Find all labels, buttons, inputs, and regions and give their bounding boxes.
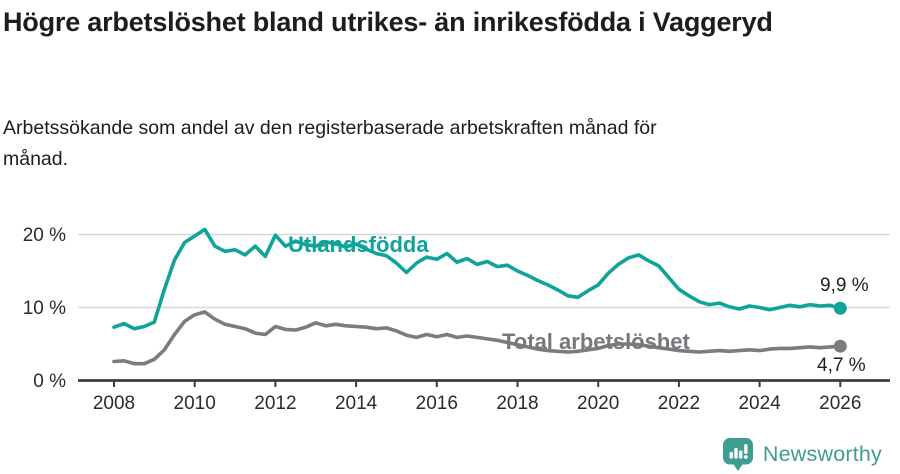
y-tick-label: 20 % [23,225,66,246]
series-label-total-arbetsloshet: Total arbetslöshet [502,329,690,354]
x-tick-label: 2010 [174,393,216,414]
y-tick-label: 10 % [23,298,66,319]
y-tick-label: 0 % [33,371,66,392]
chart-subtitle: Arbetssökande som andel av den registerb… [3,117,657,170]
x-tick-label: 2024 [738,393,781,414]
series-end-dot [833,339,847,353]
series-line-total-arbetsl-shet [112,310,843,366]
x-tick-label: 2008 [93,393,135,414]
end-value-label-utlandsfodda: 9,9 % [820,275,869,296]
series-line-utlandsf-dda [112,227,843,331]
x-tick-label: 2026 [819,393,861,414]
series-end-dot [833,301,847,315]
x-tick-label: 2016 [416,393,458,414]
series-label-utlandsfodda: Utlandsfödda [288,232,429,257]
x-tick-label: 2018 [496,393,538,414]
unemployment-line-chart: 0 % 10 % 20 % 2008 2010 2012 2014 2016 2018 2020 2… [23,225,890,414]
x-tick-label: 2022 [658,393,700,414]
x-tick-label: 2020 [577,393,619,414]
newsworthy-logo-icon [722,438,753,471]
newsworthy-brand: Newsworthy [722,437,882,472]
page-title: Högre arbetslöshet bland utrikes- än inr… [3,7,773,37]
x-tick-label: 2014 [335,393,378,414]
end-value-label-total: 4,7 % [817,355,866,376]
x-tick-label: 2012 [254,393,296,414]
newsworthy-logo-text: Newsworthy [762,442,882,466]
